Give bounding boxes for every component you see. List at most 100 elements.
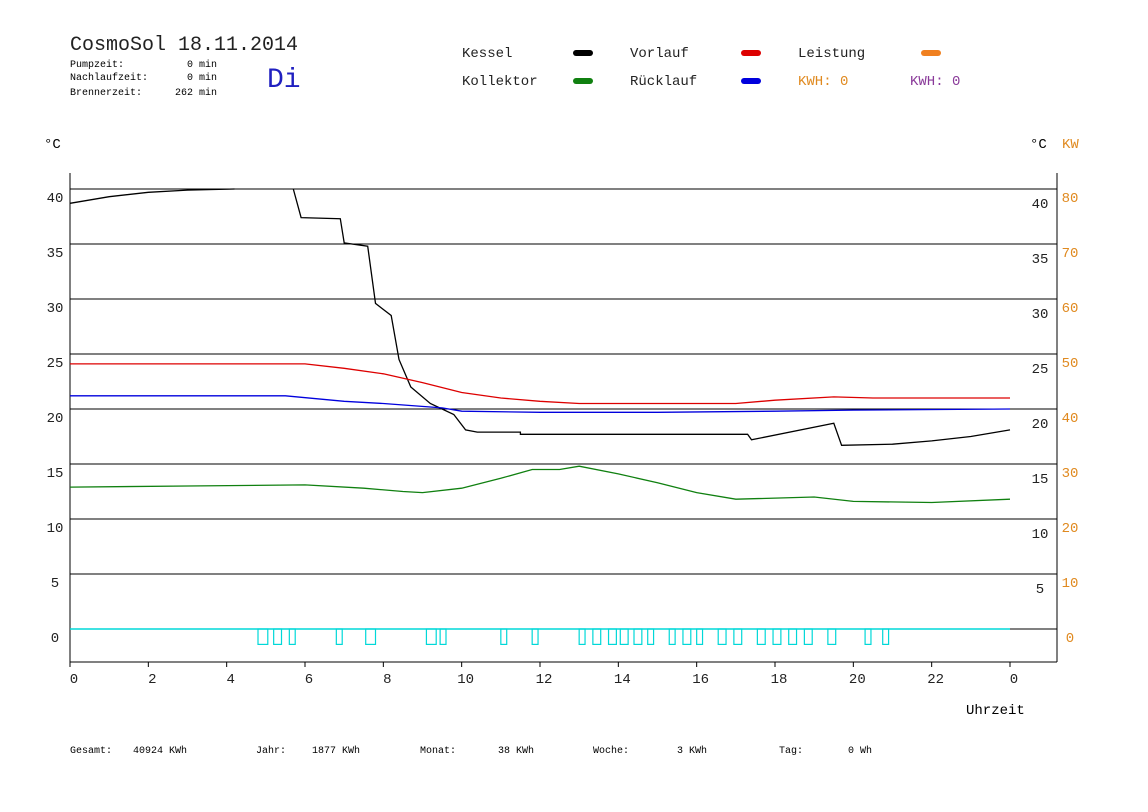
legend-label: Rücklauf: [630, 74, 697, 90]
pump-pulse: [607, 628, 617, 645]
pump-pulse: [772, 628, 782, 645]
x-tick-label: 0: [70, 672, 78, 688]
y-unit: °C: [44, 137, 61, 153]
x-label: Uhrzeit: [966, 703, 1025, 719]
y-unit-right: °C: [1030, 137, 1047, 153]
x-tick-label: 12: [536, 672, 553, 688]
y2-tick-label: 70: [1062, 246, 1079, 262]
y2-tick-label: 30: [1062, 466, 1079, 482]
y2-tick-label: 0: [1066, 631, 1074, 647]
x-tick-label: 0: [1010, 672, 1018, 688]
kwh-label: KWH: 0: [910, 74, 960, 90]
y-right-tick-label: 5: [1036, 582, 1044, 598]
stat-label: Brennerzeit:: [70, 87, 142, 99]
y-right-tick-label: 15: [1032, 472, 1049, 488]
y-right-tick-label: 35: [1032, 252, 1049, 268]
x-tick-label: 14: [614, 672, 631, 688]
pump-pulse: [619, 628, 629, 645]
footer-value: 1877 KWh: [312, 745, 360, 757]
footer-value: 40924 KWh: [133, 745, 187, 757]
stat-value: 262 min: [175, 87, 217, 99]
pump-pulse: [273, 628, 283, 645]
footer-value: 0 Wh: [848, 745, 872, 757]
y-tick-label: 30: [47, 301, 64, 317]
x-tick-label: 16: [692, 672, 709, 688]
series-line: [70, 395, 1011, 413]
pump-pulse: [288, 628, 296, 645]
legend-label: Kollektor: [462, 74, 538, 90]
pump-pulse: [500, 628, 508, 645]
day: Di: [267, 65, 301, 96]
y-tick-label: 0: [51, 631, 59, 647]
y-tick-label: 25: [47, 356, 64, 372]
series-line: [70, 363, 1010, 405]
pump-pulse: [335, 628, 343, 645]
y-right-tick-label: 30: [1032, 307, 1049, 323]
pump-pulse: [257, 628, 269, 645]
legend-label: Leistung: [798, 46, 865, 62]
x-tick-label: 6: [305, 672, 313, 688]
pump-pulse: [864, 628, 872, 645]
y2-tick-label: 60: [1062, 301, 1079, 317]
pump-pulse: [365, 628, 377, 645]
pump-pulse: [439, 628, 447, 645]
pump-pulse: [882, 628, 890, 645]
y-right-tick-label: 25: [1032, 362, 1049, 378]
y-tick-label: 35: [47, 246, 64, 262]
pump-pulse: [827, 628, 837, 645]
pump-pulse: [788, 628, 798, 645]
stat-label: Pumpzeit:: [70, 59, 124, 71]
x-tick-label: 8: [383, 672, 391, 688]
y-tick-label: 5: [51, 576, 59, 592]
legend-label: Kessel: [462, 46, 512, 62]
footer-label: Woche:: [593, 745, 629, 757]
footer-value: 3 KWh: [677, 745, 707, 757]
stat-label: Nachlaufzeit:: [70, 72, 148, 84]
x-tick-label: 2: [148, 672, 156, 688]
pump-pulse: [425, 628, 437, 645]
y-tick-label: 40: [47, 191, 64, 207]
legend-label: Vorlauf: [630, 46, 689, 62]
y2-tick-label: 10: [1062, 576, 1079, 592]
y-tick-label: 15: [47, 466, 64, 482]
x-tick-label: 18: [771, 672, 788, 688]
y2-tick-label: 80: [1062, 191, 1079, 207]
stat-value: 0 min: [187, 72, 217, 84]
pump-pulse: [668, 628, 676, 645]
pump-pulse: [733, 628, 743, 645]
x-tick-label: 20: [849, 672, 866, 688]
series-line: [69, 465, 1011, 504]
series-line: [69, 188, 1011, 446]
pump-pulse: [803, 628, 813, 645]
footer-label: Tag:: [779, 746, 803, 757]
pump-pulse: [682, 628, 692, 645]
y-right-tick-label: 20: [1032, 417, 1049, 433]
pump-pulse: [633, 628, 643, 645]
y-right-tick-label: 40: [1032, 197, 1049, 213]
x-tick-label: 4: [226, 672, 234, 688]
x-tick-label: 10: [457, 672, 474, 688]
footer-label: Jahr:: [256, 745, 286, 757]
pump-pulse: [696, 628, 704, 645]
y-tick-label: 20: [47, 411, 64, 427]
stat-value: 0 min: [187, 59, 217, 71]
pump-pulse: [647, 628, 655, 645]
kwh-label: KWH: 0: [798, 74, 848, 90]
pump-pulse: [592, 628, 602, 645]
pump-pulse: [717, 628, 727, 645]
y2-tick-label: 40: [1062, 411, 1079, 427]
footer-label: Gesamt:: [70, 746, 112, 757]
y-tick-label: 10: [47, 521, 64, 537]
y2-unit: KW: [1062, 137, 1079, 153]
y2-tick-label: 20: [1062, 521, 1079, 537]
footer-label: Monat:: [420, 746, 456, 757]
y2-tick-label: 50: [1062, 356, 1079, 372]
footer-value: 38 KWh: [498, 745, 534, 757]
y-right-tick-label: 10: [1032, 527, 1049, 543]
title: CosmoSol 18.11.2014: [70, 34, 298, 57]
x-tick-label: 22: [927, 672, 944, 688]
pump-pulse: [578, 628, 586, 645]
pump-pulse: [756, 628, 766, 645]
pump-pulse: [531, 628, 539, 645]
